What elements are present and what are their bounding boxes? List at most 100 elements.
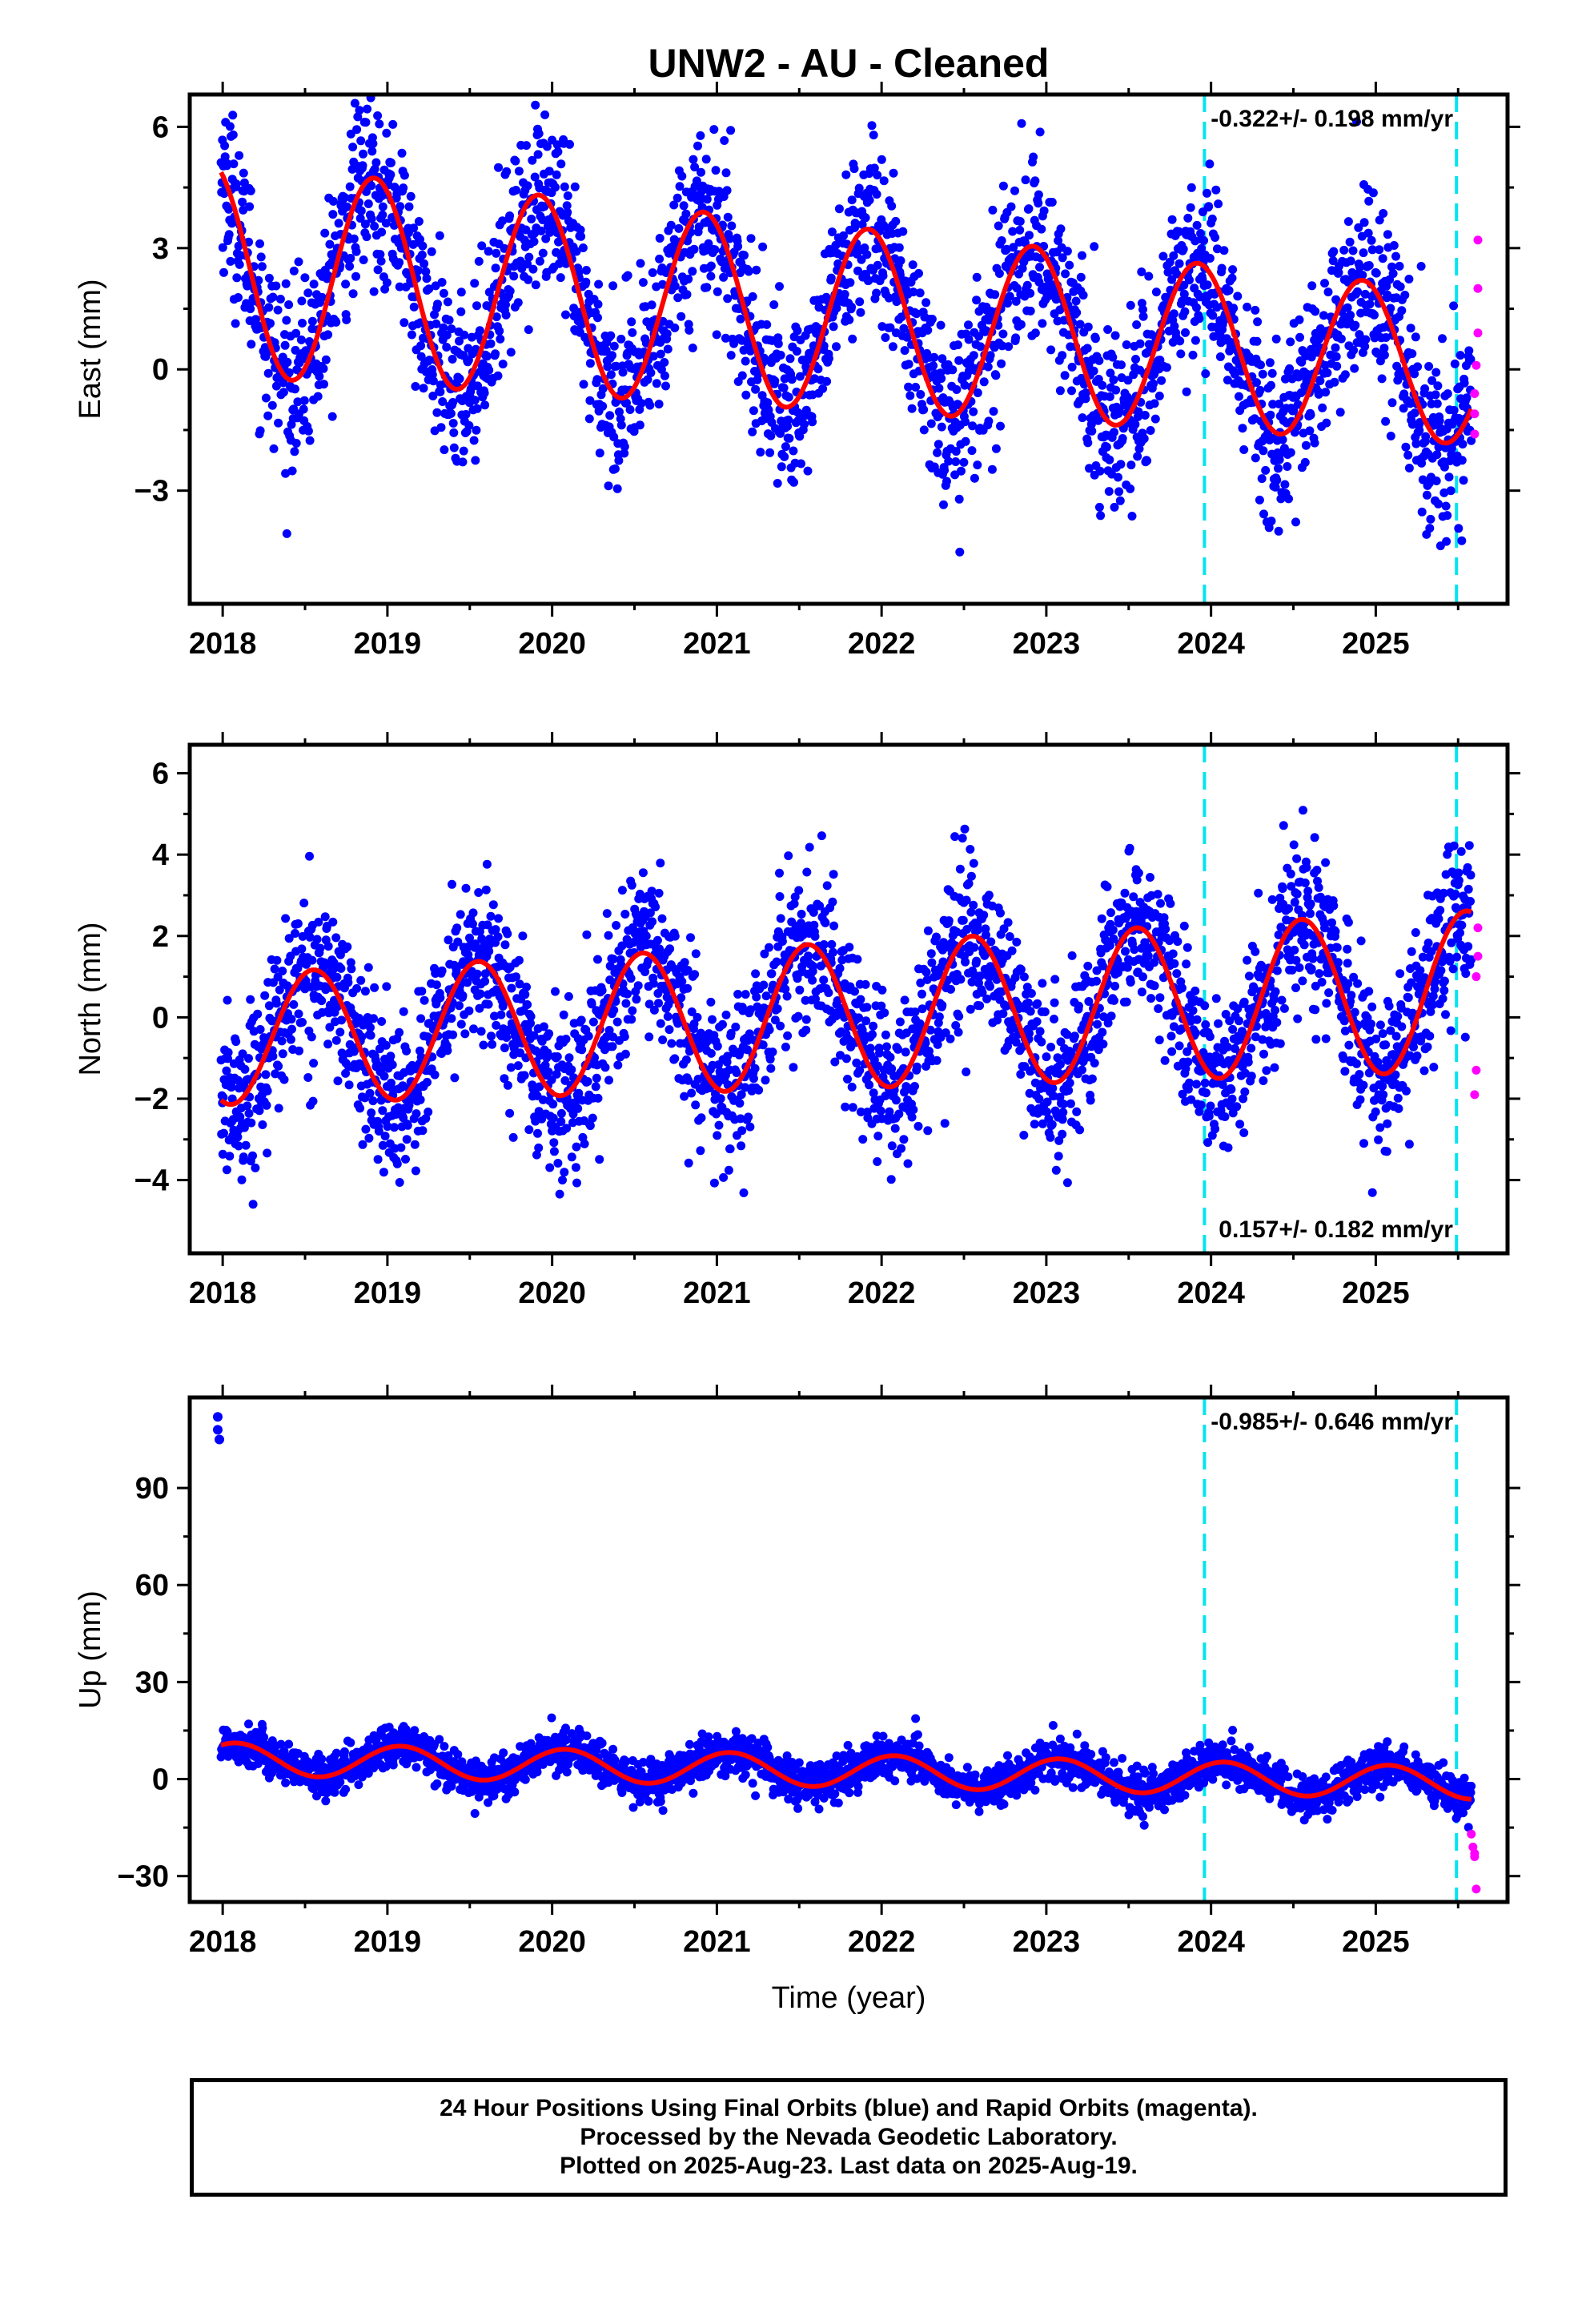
east-final-point-47	[238, 197, 247, 207]
east-final-point-1593	[937, 422, 946, 432]
east-plot-area	[216, 94, 1483, 604]
north-final-point-327	[363, 963, 373, 972]
east-final-point-278	[342, 315, 351, 324]
north-final-point-1037	[684, 1158, 693, 1168]
north-final-point-861	[604, 1026, 614, 1035]
east-final-point-477	[432, 408, 442, 417]
east-final-point-2322	[1266, 410, 1275, 420]
east-final-point-323	[362, 232, 371, 242]
north-final-point-1315	[809, 920, 819, 930]
north-final-point-101	[262, 1100, 271, 1110]
east-final-point-814	[585, 396, 595, 405]
north-final-point-518	[450, 1073, 460, 1083]
north-final-point-1573	[926, 1025, 935, 1035]
east-final-point-170	[293, 397, 303, 407]
east-final-point-274	[339, 193, 349, 202]
north-final-point-1173	[745, 1122, 755, 1132]
north-final-point-1830	[1042, 1052, 1051, 1062]
east-final-point-126	[273, 305, 283, 315]
east-final-point-719	[542, 142, 552, 151]
north-final-point-1618	[946, 984, 955, 994]
east-final-point-1120	[723, 212, 733, 222]
north-final-point-789	[572, 1178, 581, 1188]
east-final-point-2025	[1132, 320, 1142, 329]
north-final-point-2193	[1205, 1032, 1215, 1041]
north-final-point-128	[274, 1104, 283, 1113]
north-final-point-1763	[1011, 1037, 1021, 1047]
north-final-point-663	[516, 1048, 525, 1058]
east-final-point-860	[606, 331, 616, 340]
north-final-point-1663	[966, 907, 976, 917]
east-final-point-2644	[1411, 332, 1420, 342]
north-final-point-1154	[737, 1090, 746, 1100]
east-final-point-942	[643, 375, 652, 384]
north-final-point-1287	[797, 910, 806, 919]
east-final-point-194	[303, 426, 313, 436]
east-final-point-2327	[1268, 400, 1278, 409]
north-final-point-741	[551, 987, 560, 996]
north-final-point-956	[648, 917, 657, 927]
east-final-point-2298	[1255, 495, 1264, 505]
north-final-point-1978	[1108, 925, 1118, 935]
north-final-point-266	[336, 963, 346, 973]
east-final-point-1239	[777, 462, 786, 472]
east-final-point-583	[480, 400, 490, 410]
north-final-point-1897	[1072, 1107, 1082, 1116]
east-final-point-679	[524, 325, 533, 335]
north-final-point-1347	[824, 988, 833, 998]
east-final-point-2193	[1207, 214, 1217, 223]
east-final-point-1972	[1108, 352, 1118, 362]
east-final-point-1835	[1046, 345, 1056, 355]
north-final-point-399	[396, 1143, 406, 1152]
east-final-point-2291	[1252, 378, 1261, 388]
north-final-point-55	[241, 1140, 251, 1150]
east-final-point-1857	[1056, 224, 1066, 234]
north-final-point-33	[231, 1037, 241, 1047]
north-final-point-1974	[1106, 1011, 1116, 1021]
east-final-point-2766	[1466, 355, 1476, 364]
north-final-point-1589	[933, 1039, 942, 1049]
north-final-point-824	[588, 1113, 597, 1123]
east-final-point-1920	[1085, 464, 1094, 473]
east-final-point-925	[635, 420, 644, 430]
east-final-point-320	[360, 219, 370, 229]
north-final-point-959	[648, 979, 658, 988]
east-final-point-429	[411, 382, 420, 391]
east-final-point-2065	[1150, 399, 1159, 408]
east-final-point-1126	[726, 126, 736, 135]
east-final-point-526	[455, 336, 464, 346]
east-final-point-18	[224, 230, 234, 239]
north-final-point-445	[417, 987, 427, 996]
east-final-point-2506	[1349, 345, 1359, 355]
east-final-point-14	[223, 159, 232, 168]
east-final-point-883	[616, 334, 626, 344]
north-final-point-2130	[1177, 1024, 1186, 1034]
east-final-point-1801	[1030, 328, 1040, 338]
east-final-point-405	[400, 171, 409, 180]
east-final-point-872	[612, 361, 621, 371]
east-rapid-point-1	[1473, 283, 1483, 293]
north-final-point-522	[452, 965, 461, 975]
east-final-point-1009	[673, 293, 683, 303]
north-final-point-975	[656, 1019, 665, 1028]
east-final-point-1485	[888, 342, 897, 352]
east-final-point-1755	[1010, 186, 1019, 195]
east-final-point-1926	[1087, 426, 1097, 436]
east-final-point-2728	[1449, 301, 1459, 311]
north-final-point-765	[561, 1035, 571, 1043]
east-final-point-2666	[1421, 432, 1431, 441]
east-final-point-2011	[1126, 484, 1135, 493]
east-final-point-868	[609, 341, 619, 351]
north-final-point-478	[432, 980, 441, 990]
east-final-point-1394	[847, 302, 857, 312]
north-final-point-1720	[992, 975, 1002, 984]
north-final-point-1922	[1083, 961, 1093, 971]
north-final-point-1866	[1058, 1115, 1067, 1124]
east-final-point-2158	[1192, 303, 1201, 312]
north-final-point-358	[378, 1106, 387, 1116]
east-final-point-994	[666, 220, 676, 230]
east-final-point-2642	[1410, 408, 1419, 418]
east-final-point-833	[594, 279, 604, 289]
north-final-point-1745	[1003, 918, 1013, 927]
north-final-point-356	[377, 1017, 387, 1026]
